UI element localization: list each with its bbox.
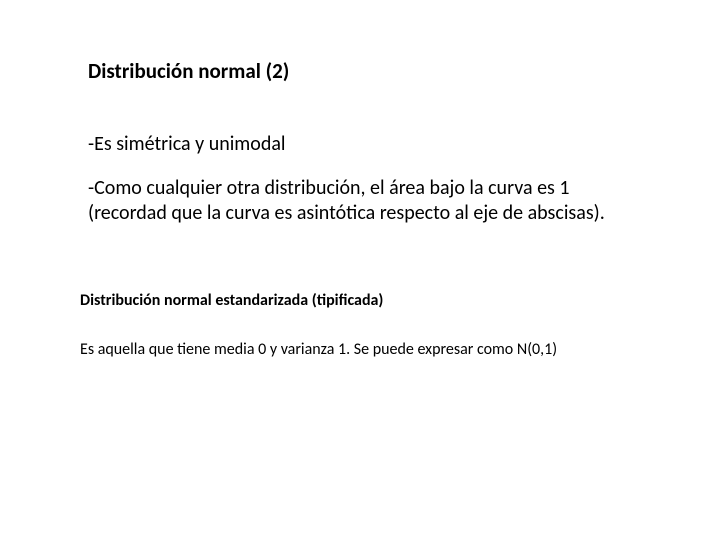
body-text: Es aquella que tiene media 0 y varianza … [80, 340, 640, 359]
bullet-item: -Como cualquier otra distribución, el ár… [88, 176, 640, 227]
section-subtitle: Distribución normal estandarizada (tipif… [80, 291, 640, 310]
slide-title: Distribución normal (2) [88, 58, 640, 84]
bullet-item: -Es simétrica y unimodal [88, 132, 640, 158]
